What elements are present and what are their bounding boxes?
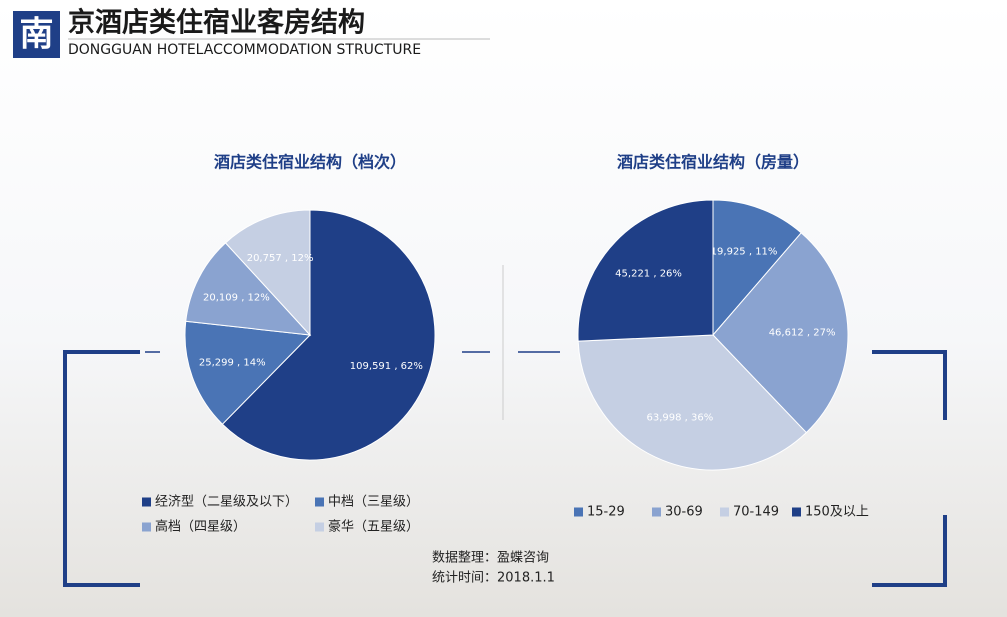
legend-swatch (720, 507, 729, 517)
pie-slice (712, 199, 802, 337)
pie-slice (577, 199, 714, 342)
legend-label: 15-29 (587, 505, 625, 520)
legend-swatch (315, 522, 324, 532)
pie-slice (224, 209, 311, 337)
data-label: 19,925 , 11% (711, 246, 778, 257)
chart-title: 酒店类住宿业结构（档次） (214, 153, 406, 172)
badge-box (13, 11, 60, 58)
pie-slice (185, 242, 312, 336)
legend-label: 豪华（五星级） (328, 519, 419, 535)
legend-swatch (142, 522, 151, 532)
legend-swatch (315, 497, 324, 507)
legend-label: 中档（三星级） (328, 495, 419, 510)
frame (63, 350, 947, 587)
title: 京酒店类住宿业客房结构 (68, 7, 365, 39)
badge: 南 (20, 15, 54, 55)
pie-slice (712, 232, 849, 434)
data-label: 20,109 , 12% (203, 293, 270, 304)
pie-slice (577, 334, 807, 471)
legend-label: 30-69 (665, 505, 703, 520)
pie-slice (184, 320, 312, 425)
legend-swatch (652, 507, 661, 517)
data-label: 109,591 , 62% (350, 361, 423, 372)
legend-swatch (142, 497, 151, 507)
data-label: 25,299 , 14% (199, 358, 266, 369)
note: 数据整理：盈蝶咨询 (432, 551, 549, 566)
note: 统计时间：2018.1.1 (432, 571, 555, 586)
legend-label: 150及以上 (805, 505, 869, 520)
data-label: 45,221 , 26% (615, 268, 682, 279)
legend-swatch (574, 507, 583, 517)
data-label: 20,757 , 12% (247, 253, 314, 264)
legend-label: 高档（四星级） (155, 519, 246, 535)
data-label: 63,998 , 36% (646, 413, 713, 424)
legend-label: 70-149 (733, 505, 779, 520)
pie-slice (221, 209, 436, 461)
chart-title: 酒店类住宿业结构（房量） (617, 153, 809, 172)
legend-label: 经济型（二星级及以下） (155, 495, 298, 510)
legend-swatch (792, 507, 801, 517)
data-label: 46,612 , 27% (769, 328, 836, 339)
subtitle: DONGGUAN HOTELACCOMMODATION STRUCTURE (68, 42, 421, 58)
